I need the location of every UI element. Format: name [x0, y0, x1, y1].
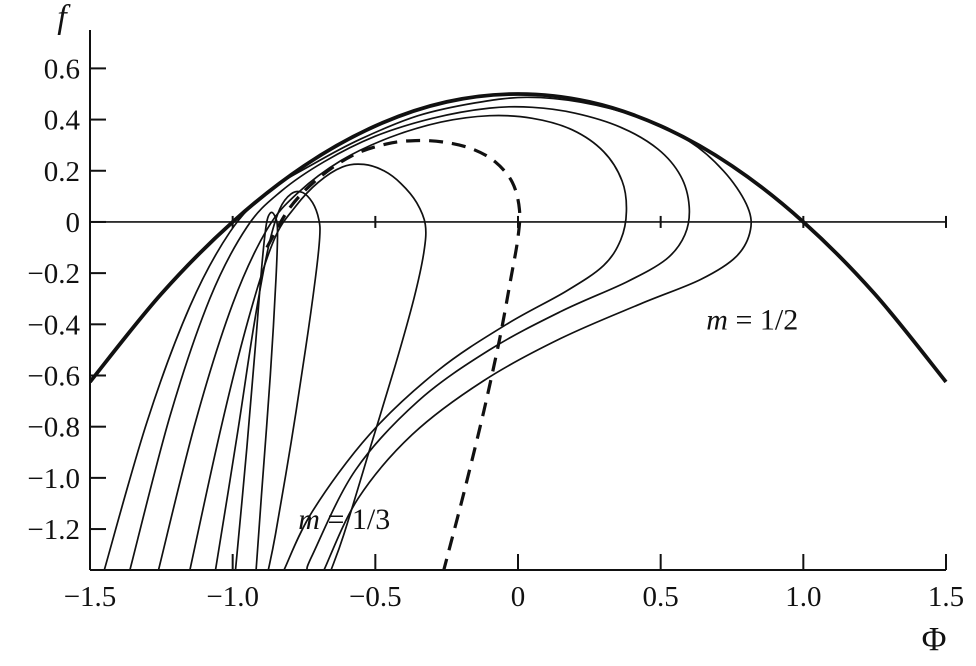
- y-tick-label: 0.6: [44, 53, 80, 85]
- y-tick-label: −0.6: [27, 360, 80, 392]
- x-tick-label: −0.5: [349, 581, 402, 613]
- curve-trajectory-5: [129, 105, 691, 571]
- y-tick-label: −0.4: [27, 309, 80, 341]
- x-tick-label: 0.5: [643, 581, 679, 613]
- curve-trajectory-4: [157, 114, 628, 571]
- annotation-variable: m: [298, 503, 320, 536]
- curve-envelope-m-1-2: [89, 92, 948, 384]
- x-axis-title: Φ: [922, 621, 947, 658]
- y-tick-label: −0.2: [27, 258, 80, 290]
- x-tick-label: 1.5: [928, 581, 964, 613]
- x-tick-label: −1.0: [206, 581, 259, 613]
- axes-layer: [89, 30, 947, 571]
- annotation-variable: m: [706, 303, 728, 336]
- annotation-value: = 1/3: [320, 503, 390, 536]
- curve-trajectory-1: [234, 211, 279, 571]
- curve-trajectory-3: [189, 163, 427, 571]
- labels-layer: 0.6 0.4 0.2 0 −0.2 −0.4 −0.6 −0.8 −1.0 −1.2 −1.5 −1…: [27, 53, 964, 613]
- annotation-value: = 1/2: [728, 303, 798, 336]
- y-tick-label: 0.2: [44, 156, 80, 188]
- x-tick-label: 1.0: [785, 581, 821, 613]
- x-tick-label: 0: [511, 581, 526, 613]
- curves-layer: [89, 92, 948, 571]
- annotation-m-half-label: m = 1/2: [706, 303, 798, 336]
- curve-separatrix-m-1-3: [265, 138, 522, 571]
- y-tick-label: −0.8: [27, 412, 80, 444]
- y-axis-title: f: [57, 0, 71, 36]
- curve-trajectory-2: [214, 190, 321, 571]
- y-tick-label: −1.2: [27, 514, 80, 546]
- y-tick-label: −1.0: [27, 463, 80, 495]
- curve-trajectory-6: [103, 96, 753, 571]
- y-tick-label: 0: [66, 207, 81, 239]
- y-tick-label: 0.4: [44, 105, 81, 137]
- x-tick-label: −1.5: [64, 581, 117, 613]
- annotation-m-third-label: m = 1/3: [298, 503, 390, 536]
